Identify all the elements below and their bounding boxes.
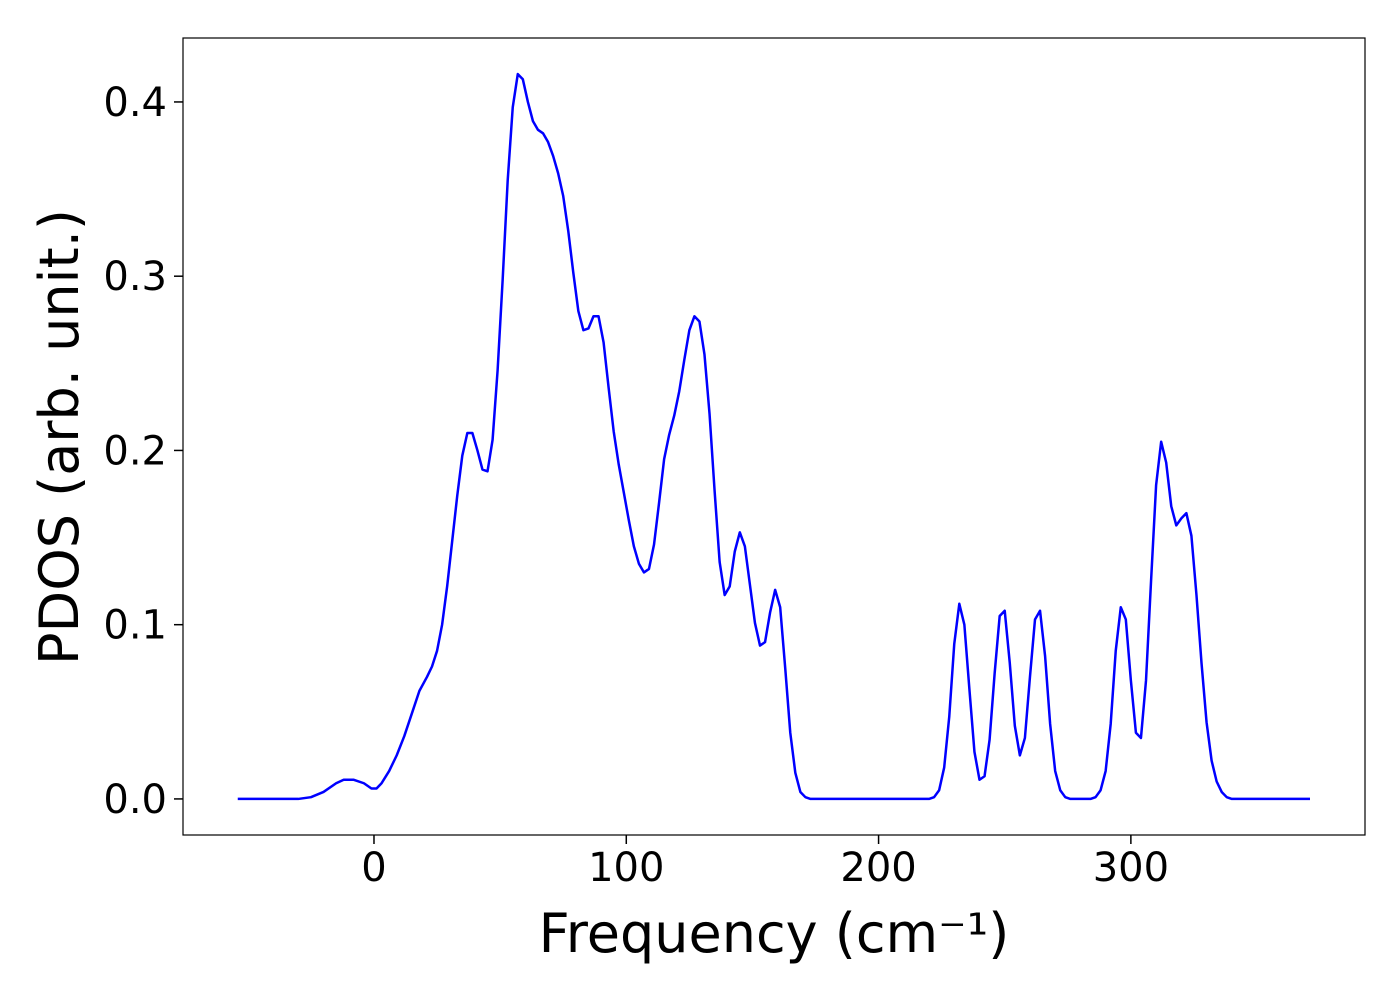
y-tick-label: 0.4	[103, 80, 167, 126]
x-tick-label: 100	[588, 845, 664, 891]
y-axis-label: PDOS (arb. unit.)	[28, 209, 91, 665]
plot-frame	[182, 37, 1366, 836]
x-tick-label: 200	[840, 845, 916, 891]
y-tick-label: 0.1	[103, 603, 167, 649]
x-tick-label: 300	[1093, 845, 1169, 891]
y-tick-label: 0.2	[103, 428, 167, 474]
x-axis-label: Frequency (cm⁻¹)	[539, 902, 1010, 965]
y-tick-label: 0.0	[103, 777, 167, 823]
x-tick-label: 0	[361, 845, 386, 891]
y-tick-label: 0.3	[103, 254, 167, 300]
pdos-line	[237, 72, 1310, 801]
